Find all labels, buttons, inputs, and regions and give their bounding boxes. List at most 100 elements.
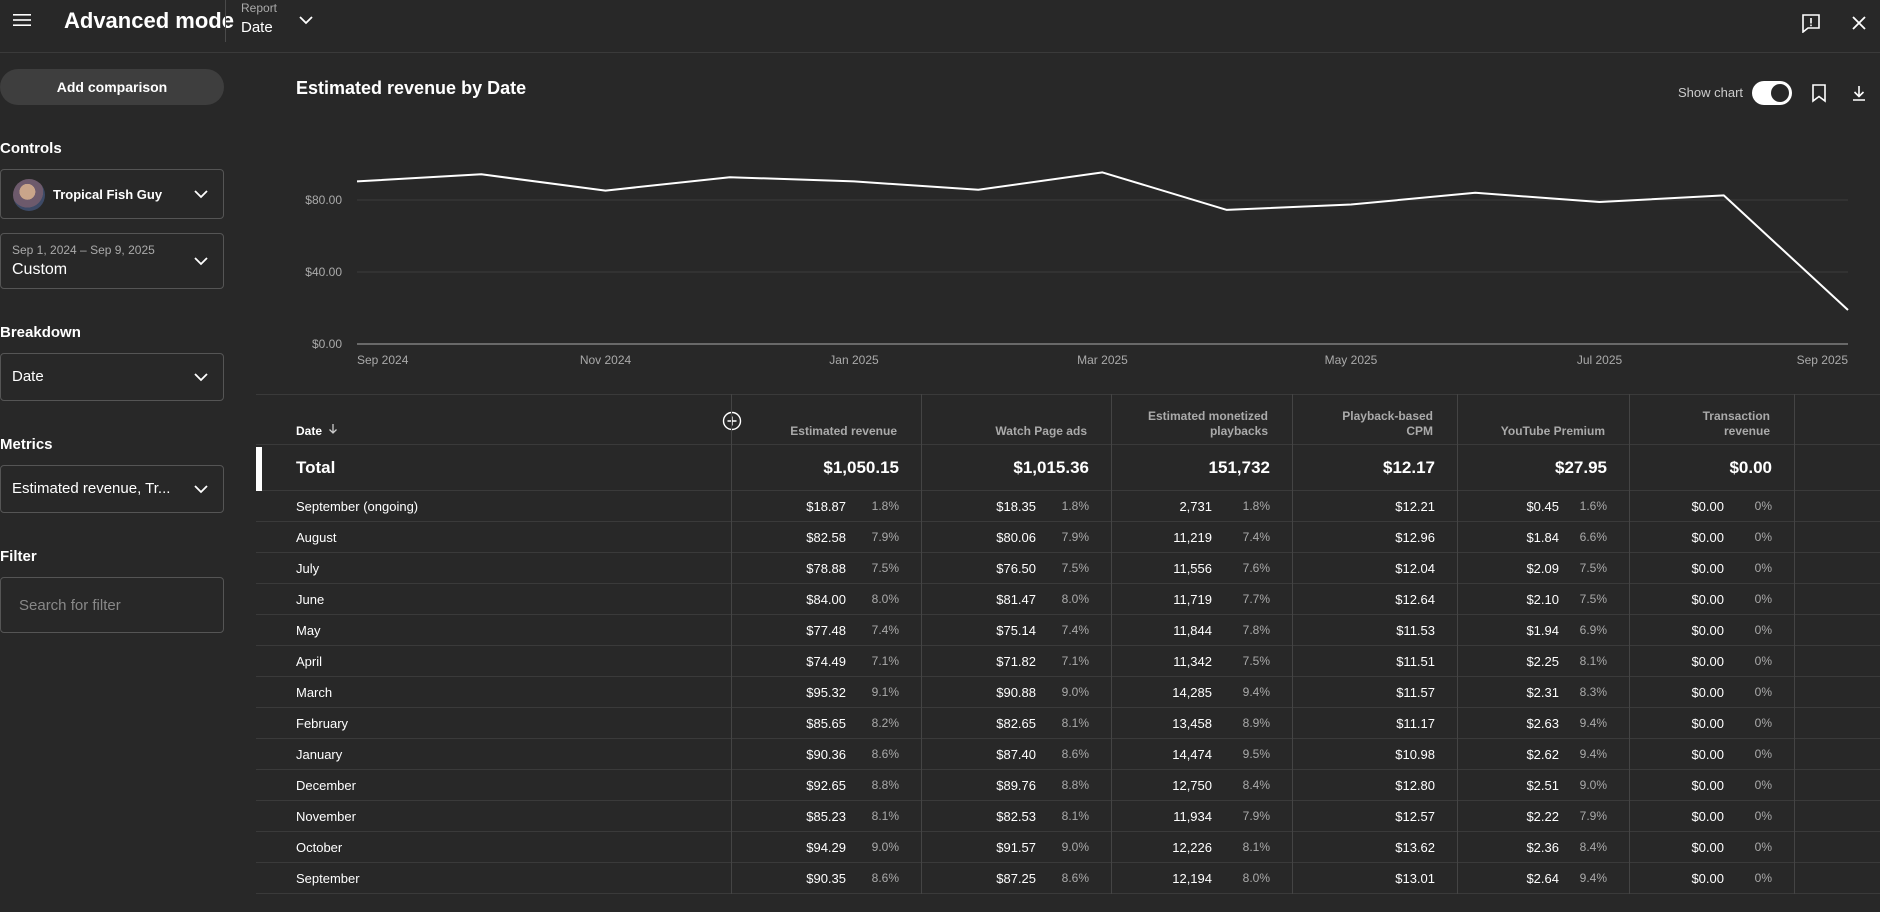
cell-percent: 9.4% (1242, 685, 1270, 699)
cell-value: 11,844 (1173, 622, 1212, 638)
menu-icon[interactable] (10, 9, 34, 31)
cell-percent: 9.4% (1579, 747, 1607, 761)
cell-value: 12,194 (1172, 870, 1212, 886)
cell-value: $92.65 (806, 777, 846, 793)
column-header[interactable]: Estimated monetized playbacks (1111, 395, 1292, 445)
table-row[interactable]: September $90.35 8.6% $87.25 8.6% 12,194 8.0% $… (256, 863, 1880, 894)
show-chart-toggle[interactable] (1752, 81, 1792, 105)
toggle-knob (1771, 84, 1789, 102)
column-header-line: Estimated monetized (1147, 409, 1268, 423)
data-point (1225, 208, 1229, 212)
cell-value: 14,285 (1172, 684, 1212, 700)
chevron-down-icon[interactable] (296, 10, 316, 30)
cell-percent: 1.8% (1061, 499, 1089, 513)
cell-value: $71.82 (996, 653, 1036, 669)
cell-value: $94.29 (806, 839, 846, 855)
x-tick-label: Nov 2024 (580, 353, 632, 367)
chevron-down-icon (193, 253, 209, 269)
add-comparison-button[interactable]: Add comparison (0, 69, 224, 105)
cell-value: 14,474 (1172, 746, 1212, 762)
table-row[interactable]: February $85.65 8.2% $82.65 8.1% 13,458 8.9% $1… (256, 708, 1880, 739)
x-tick-label: Sep 2024 (357, 353, 409, 367)
cell-percent: 9.4% (1579, 871, 1607, 885)
cell-percent: 9.1% (871, 685, 899, 699)
table-row[interactable]: May $77.48 7.4% $75.14 7.4% 11,844 7.8% $11.53 $… (256, 615, 1880, 646)
table-row[interactable]: June $84.00 8.0% $81.47 8.0% 11,719 7.7% $12.64… (256, 584, 1880, 615)
cell-value: $87.40 (996, 746, 1036, 762)
table-row[interactable]: December $92.65 8.8% $89.76 8.8% 12,750 8.4% $1… (256, 770, 1880, 801)
column-divider (1794, 394, 1795, 894)
cell-value: $0.00 (1691, 560, 1724, 576)
table-row[interactable]: March $95.32 9.1% $90.88 9.0% 14,285 9.4% $11.5… (256, 677, 1880, 708)
column-header[interactable]: Estimated revenue (731, 395, 921, 445)
cell-value: $2.10 (1526, 591, 1559, 607)
cell-value: $0.00 (1691, 591, 1724, 607)
channel-selector[interactable]: Tropical Fish Guy (0, 169, 224, 219)
cell-value: $11.53 (1396, 622, 1435, 638)
table-row[interactable]: November $85.23 8.1% $82.53 8.1% 11,934 7.9% $1… (256, 801, 1880, 832)
cell-value: $0.00 (1691, 498, 1724, 514)
title-divider (225, 0, 226, 42)
download-icon[interactable] (1848, 82, 1870, 104)
table-row[interactable]: October $94.29 9.0% $91.57 9.0% 12,226 8.1% $13… (256, 832, 1880, 863)
breakdown-selector[interactable]: Date (0, 353, 224, 401)
column-header[interactable]: YouTube Premium (1457, 395, 1629, 445)
close-icon[interactable] (1848, 12, 1870, 34)
cell-value: $13.01 (1395, 870, 1435, 886)
cell-percent: 0% (1754, 716, 1772, 730)
total-value: $12.17 (1383, 457, 1435, 477)
y-tick-label: $40.00 (305, 265, 342, 279)
total-label: Total (296, 457, 336, 477)
row-label: March (296, 684, 333, 700)
metrics-value: Estimated revenue, Tr... (12, 480, 171, 497)
column-divider (921, 394, 922, 894)
cell-percent: 7.5% (1061, 561, 1089, 575)
total-value: $0.00 (1729, 457, 1772, 477)
cell-percent: 0% (1754, 561, 1772, 575)
column-header-label: Watch Page ads (995, 424, 1087, 439)
column-header[interactable]: Transaction revenue (1629, 395, 1794, 445)
date-range-dates: Sep 1, 2024 – Sep 9, 2025 (12, 243, 155, 257)
arrow-down-icon (328, 423, 338, 438)
column-header-line: Estimated revenue (790, 424, 897, 438)
data-point (1846, 308, 1850, 312)
metrics-selector[interactable]: Estimated revenue, Tr... (0, 465, 224, 513)
data-point (1598, 200, 1602, 204)
table-row[interactable]: April $74.49 7.1% $71.82 7.1% 11,342 7.5% $11.5… (256, 646, 1880, 677)
breakdown-value: Date (12, 368, 44, 385)
cell-percent: 8.1% (871, 809, 899, 823)
cell-percent: 0% (1754, 871, 1772, 885)
cell-percent: 8.6% (1061, 747, 1089, 761)
cell-value: $91.57 (996, 839, 1036, 855)
add-column-icon[interactable] (721, 410, 743, 432)
column-header[interactable]: Watch Page ads (921, 395, 1111, 445)
cell-percent: 8.1% (1242, 840, 1270, 854)
column-header-line: YouTube Premium (1500, 424, 1605, 438)
bookmark-icon[interactable] (1809, 82, 1829, 104)
cell-percent: 7.6% (1242, 561, 1270, 575)
cell-percent: 0% (1754, 778, 1772, 792)
date-column-header[interactable]: Date (296, 423, 338, 438)
row-label: February (296, 715, 349, 731)
cell-percent: 8.9% (1242, 716, 1270, 730)
row-label: October (296, 839, 343, 855)
x-tick-label: Jul 2025 (1577, 353, 1623, 367)
date-range-selector[interactable]: Sep 1, 2024 – Sep 9, 2025 Custom (0, 233, 224, 289)
cell-value: $11.57 (1396, 684, 1435, 700)
data-point (604, 189, 608, 193)
column-header[interactable]: Playback-based CPM (1292, 395, 1457, 445)
data-point (479, 172, 483, 176)
cell-value: $2.62 (1526, 746, 1559, 762)
feedback-icon[interactable] (1800, 12, 1822, 34)
data-point (852, 179, 856, 183)
report-selector[interactable]: Date (241, 19, 273, 36)
table-row[interactable]: January $90.36 8.6% $87.40 8.6% 14,474 9.5% $10… (256, 739, 1880, 770)
cell-percent: 0% (1754, 685, 1772, 699)
filter-search-input[interactable] (0, 577, 224, 633)
cell-value: $90.36 (806, 746, 846, 762)
table-row[interactable]: August $82.58 7.9% $80.06 7.9% 11,219 7.4% $12.… (256, 522, 1880, 553)
cell-percent: 8.1% (1061, 716, 1089, 730)
table-row[interactable]: September (ongoing) $18.87 1.8% $18.35 1.8% 2… (256, 491, 1880, 522)
cell-value: 11,219 (1173, 529, 1212, 545)
table-row[interactable]: July $78.88 7.5% $76.50 7.5% 11,556 7.6% $12.04… (256, 553, 1880, 584)
